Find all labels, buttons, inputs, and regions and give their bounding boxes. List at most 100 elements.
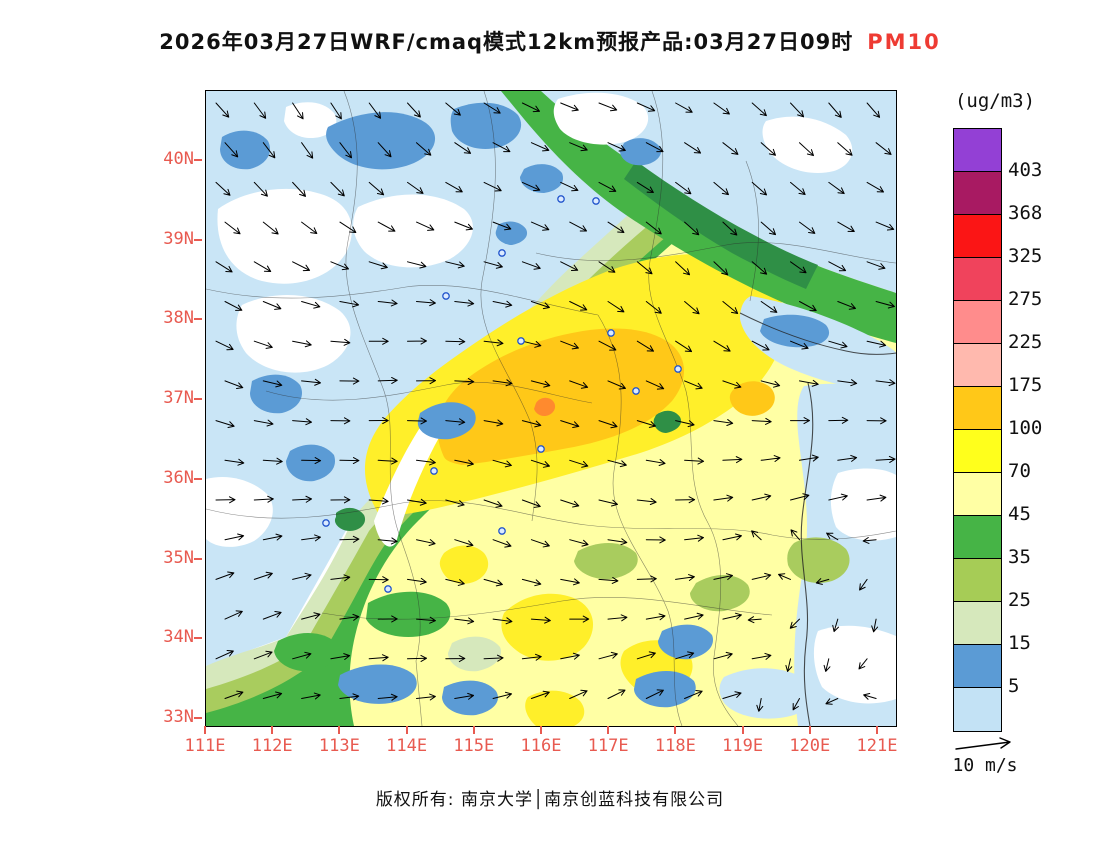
wind-arrow [339, 221, 357, 233]
colorbar-unit-label: (ug/m3) [954, 90, 1036, 112]
wind-arrow [292, 572, 312, 580]
colorbar-box [954, 129, 1001, 172]
wind-arrow [790, 181, 806, 196]
blue-patch [220, 130, 270, 170]
colorbar-box [954, 215, 1001, 258]
blue-patch [495, 221, 528, 245]
region-gold-patch-1 [729, 381, 775, 416]
wind-arrow [215, 650, 234, 660]
colorbar-tick-label: 403 [1008, 159, 1043, 181]
wind-arrow [858, 658, 868, 670]
wind-arrow [751, 102, 767, 117]
wind-arrow [837, 454, 858, 462]
wind-arrow [292, 495, 313, 503]
wind-arrow [569, 301, 588, 311]
wind-arrow [492, 459, 512, 468]
region-white-nw-3 [353, 194, 473, 268]
lon-tick-label: 118E [654, 736, 696, 756]
wind-arrow [684, 221, 700, 236]
figure-title: 2026年03月27日WRF/cmaq模式12km预报产品:03月27日09时 P… [0, 26, 1100, 56]
wind-arrow [416, 458, 436, 466]
wind-arrow [837, 379, 858, 387]
wind-arrow [492, 221, 512, 231]
wind-arrow [560, 578, 580, 586]
lat-tick-mark [194, 477, 202, 480]
wind-arrow [368, 654, 389, 662]
wind-arrow [301, 612, 321, 620]
wind-arrow [292, 418, 313, 426]
wind-arrow [560, 261, 579, 272]
wind-arrow [815, 578, 830, 585]
lon-tick-label: 117E [587, 736, 629, 756]
wind-arrow [636, 575, 657, 583]
lon-tick-mark [674, 726, 677, 734]
lon-tick-label: 115E [453, 736, 495, 756]
colorbar-box [954, 602, 1001, 645]
wind-arrow [339, 457, 360, 465]
wind-arrow [215, 571, 235, 580]
wind-arrow [445, 261, 465, 269]
lon-tick-label: 121E [856, 736, 898, 756]
region-white-topright [762, 116, 853, 173]
wind-arrow [722, 142, 739, 155]
wind-arrow [407, 102, 421, 118]
wind-arrow [454, 221, 473, 231]
wind-arrow [799, 142, 814, 157]
wind-arrow [607, 538, 628, 546]
wind-arrow [530, 301, 550, 310]
wind-arrow [607, 689, 626, 699]
region-olive-patch-south-1 [574, 542, 638, 580]
lat-tick-mark [194, 159, 202, 161]
wind-arrow [828, 340, 848, 349]
wind-arrow [253, 102, 267, 119]
wind-arrow [751, 652, 772, 660]
wind-arrow [751, 572, 772, 580]
lon-tick-mark [204, 726, 206, 734]
colorbar-labels: 403 368 325 275 225 175 100 70 45 35 25 15 5 [1008, 0, 1078, 850]
wind-arrow [301, 457, 322, 465]
blue-patch [450, 102, 522, 150]
wind-arrow [760, 301, 778, 313]
region-white-nw-5 [284, 102, 337, 139]
wind-arrow [483, 578, 503, 587]
wind-arrow [492, 300, 513, 308]
wind-arrow [607, 459, 627, 468]
coastline-bohai [739, 312, 896, 355]
region-olive-patch-south-2 [690, 574, 750, 612]
colorbar-tick-label: 175 [1008, 374, 1043, 396]
wind-arrow [521, 499, 541, 508]
wind-arrow [751, 261, 768, 275]
wind-arrow [330, 261, 350, 271]
lon-tick-label: 120E [789, 736, 831, 756]
wind-arrow [377, 376, 398, 384]
wind-arrow [722, 691, 742, 699]
wind-arrow [636, 498, 657, 506]
wind-arrow [368, 102, 382, 119]
lat-tick-label: 39N [163, 228, 194, 249]
wind-arrow [598, 576, 619, 584]
wind-arrow [875, 455, 896, 463]
wind-arrow [224, 690, 244, 699]
wind-arrow [560, 181, 579, 192]
wind-arrow [607, 614, 628, 622]
lat-tick-label: 35N [163, 547, 194, 568]
wind-arrow [521, 181, 541, 192]
wind-arrow [339, 613, 360, 621]
wind-arrow [569, 459, 589, 468]
wind-arrow [722, 301, 739, 314]
wind-arrow [636, 340, 654, 352]
wind-arrow [560, 499, 580, 508]
colorbar-box [954, 172, 1001, 215]
region-white-nw-4 [553, 92, 649, 145]
wind-arrow [224, 458, 245, 466]
wind-arrow [224, 610, 243, 620]
wind-arrow [645, 380, 665, 390]
wind-arrow [875, 301, 895, 309]
wind-arrow [569, 615, 590, 623]
wind-arrow [760, 380, 781, 388]
wind-arrow [339, 142, 352, 159]
wind-arrow [492, 539, 512, 548]
wind-arrow [569, 539, 589, 547]
wind-arrow [521, 420, 542, 428]
wind-arrow [301, 301, 321, 309]
